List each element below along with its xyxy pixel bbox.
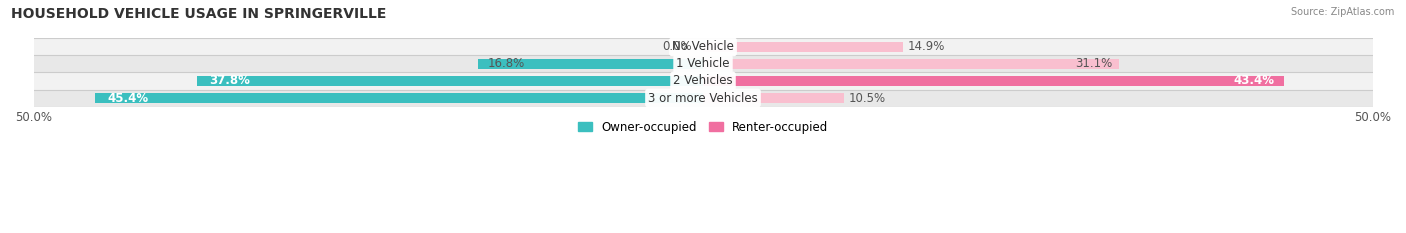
Bar bbox=[703, 93, 844, 103]
Text: 1 Vehicle: 1 Vehicle bbox=[676, 57, 730, 70]
Bar bbox=[34, 38, 1372, 55]
Text: 16.8%: 16.8% bbox=[488, 57, 524, 70]
Text: 14.9%: 14.9% bbox=[908, 40, 945, 53]
Bar bbox=[703, 59, 1119, 69]
Bar bbox=[703, 76, 1284, 86]
Text: 37.8%: 37.8% bbox=[209, 75, 250, 87]
Text: 31.1%: 31.1% bbox=[1076, 57, 1112, 70]
Bar bbox=[34, 55, 1372, 72]
Bar bbox=[34, 72, 1372, 89]
Text: 45.4%: 45.4% bbox=[107, 92, 148, 105]
Text: 43.4%: 43.4% bbox=[1233, 75, 1275, 87]
Text: Source: ZipAtlas.com: Source: ZipAtlas.com bbox=[1291, 7, 1395, 17]
Bar bbox=[197, 76, 703, 86]
Text: 0.0%: 0.0% bbox=[662, 40, 692, 53]
Bar bbox=[703, 42, 903, 52]
Bar bbox=[34, 89, 1372, 106]
Legend: Owner-occupied, Renter-occupied: Owner-occupied, Renter-occupied bbox=[572, 116, 834, 138]
Text: 10.5%: 10.5% bbox=[849, 92, 886, 105]
Text: 3 or more Vehicles: 3 or more Vehicles bbox=[648, 92, 758, 105]
Text: 2 Vehicles: 2 Vehicles bbox=[673, 75, 733, 87]
Text: HOUSEHOLD VEHICLE USAGE IN SPRINGERVILLE: HOUSEHOLD VEHICLE USAGE IN SPRINGERVILLE bbox=[11, 7, 387, 21]
Text: No Vehicle: No Vehicle bbox=[672, 40, 734, 53]
Bar bbox=[478, 59, 703, 69]
Bar bbox=[96, 93, 703, 103]
